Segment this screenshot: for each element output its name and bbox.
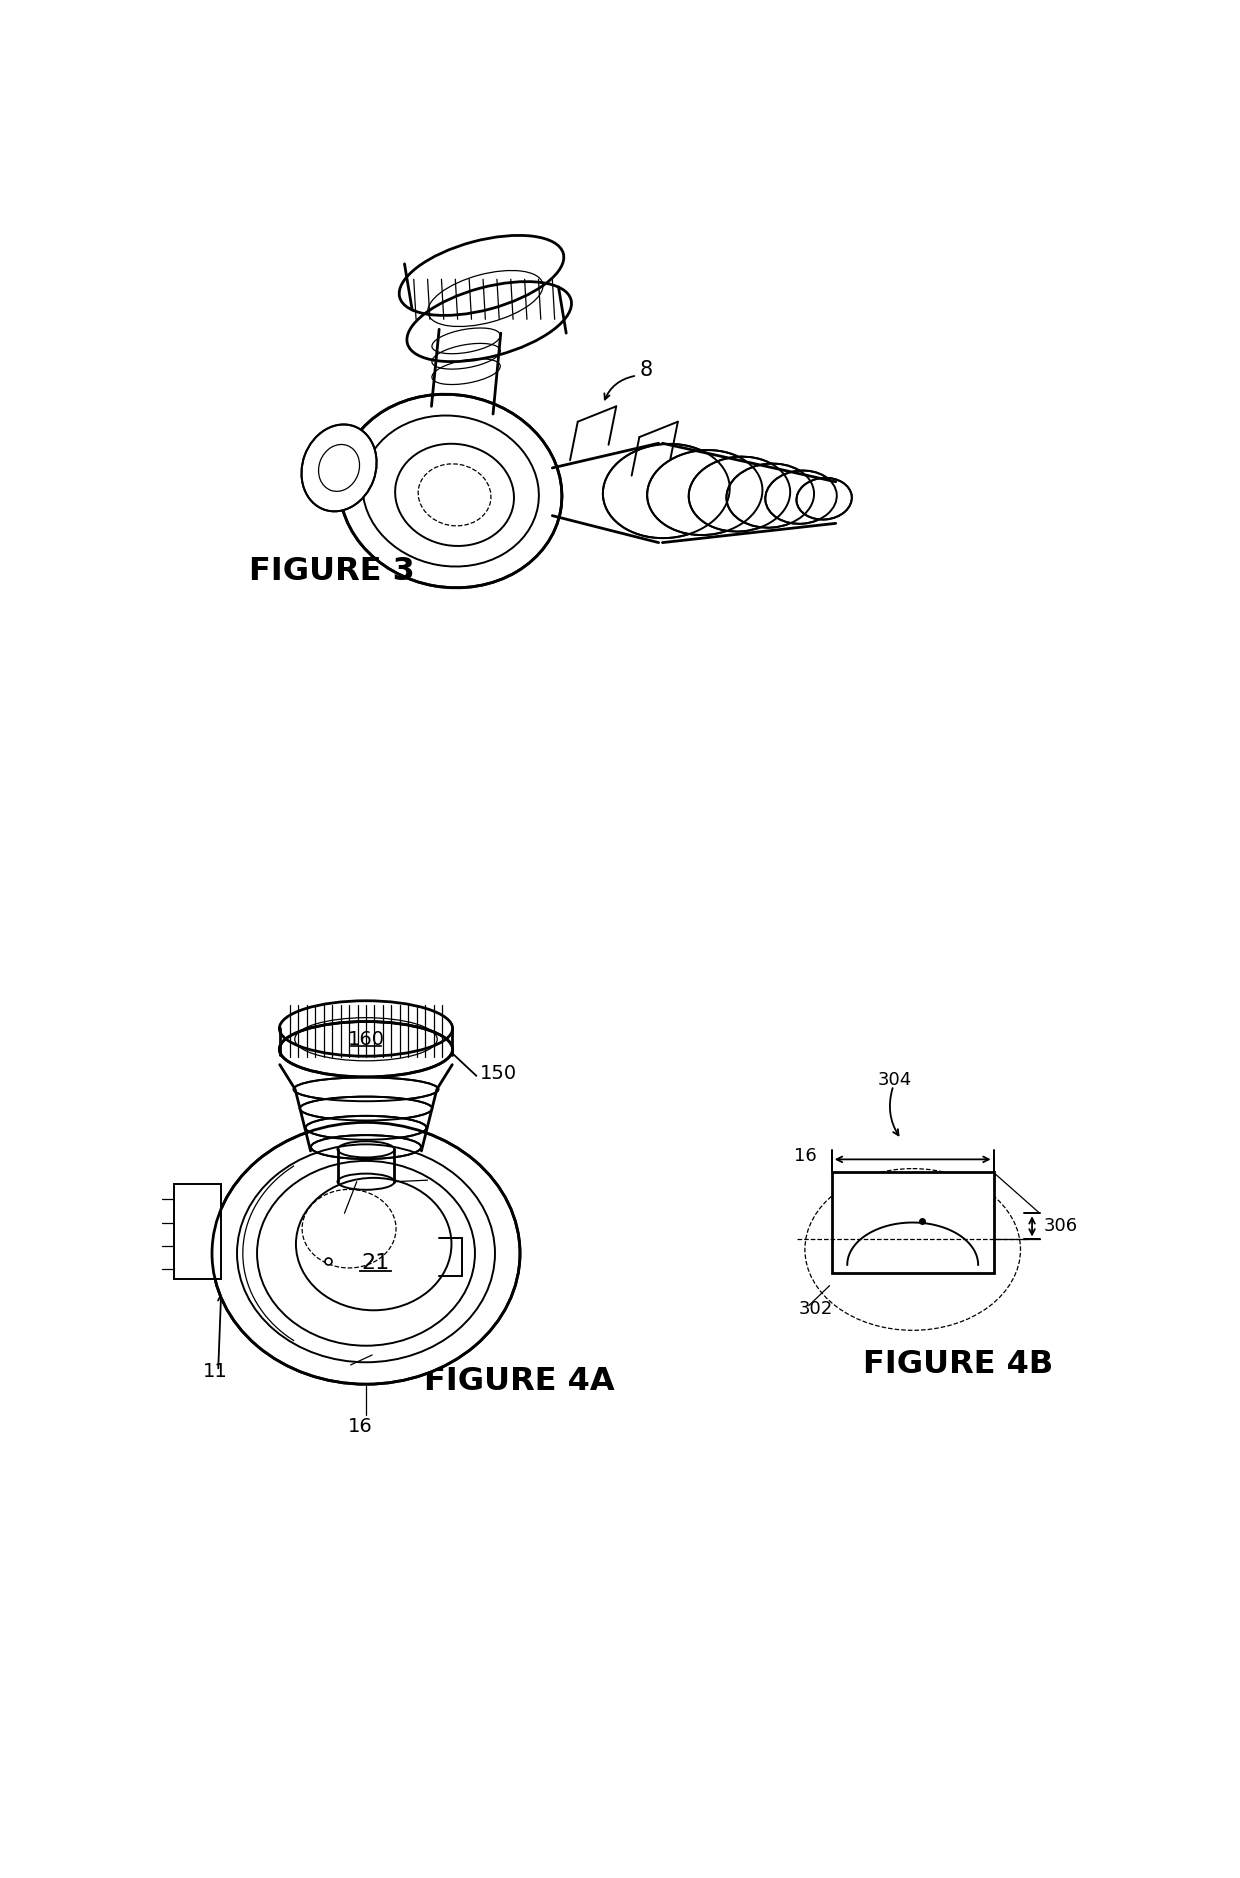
Text: 11: 11 (203, 1362, 227, 1380)
Ellipse shape (796, 477, 852, 520)
Text: 25: 25 (352, 1358, 377, 1377)
Text: FIGURE 4B: FIGURE 4B (863, 1350, 1053, 1380)
Text: FIGURE 3: FIGURE 3 (249, 556, 414, 588)
Text: 16: 16 (794, 1147, 816, 1164)
Bar (174, 1183, 221, 1279)
Ellipse shape (305, 1116, 427, 1140)
Ellipse shape (294, 1078, 439, 1101)
Text: 8: 8 (640, 361, 652, 379)
Text: 302: 302 (799, 1300, 833, 1318)
Ellipse shape (212, 1123, 520, 1384)
Ellipse shape (301, 424, 377, 511)
Text: 160: 160 (347, 1029, 384, 1048)
Ellipse shape (279, 1022, 453, 1076)
Text: 306: 306 (1044, 1217, 1078, 1236)
Ellipse shape (647, 451, 763, 535)
Text: FIGURE 4A: FIGURE 4A (424, 1367, 614, 1397)
Ellipse shape (765, 471, 837, 524)
Ellipse shape (727, 464, 815, 528)
Ellipse shape (603, 443, 729, 539)
Text: 21: 21 (361, 1253, 389, 1273)
Ellipse shape (300, 1097, 433, 1121)
Ellipse shape (340, 394, 562, 588)
Text: 16: 16 (347, 1418, 372, 1437)
Text: 150: 150 (480, 1065, 517, 1084)
Text: 302: 302 (357, 1168, 394, 1187)
Text: 304: 304 (878, 1070, 913, 1089)
Ellipse shape (688, 456, 790, 531)
Ellipse shape (311, 1134, 422, 1159)
Text: 163: 163 (432, 1170, 469, 1189)
Bar (832, 1172, 993, 1273)
Text: 124: 124 (484, 1230, 521, 1249)
